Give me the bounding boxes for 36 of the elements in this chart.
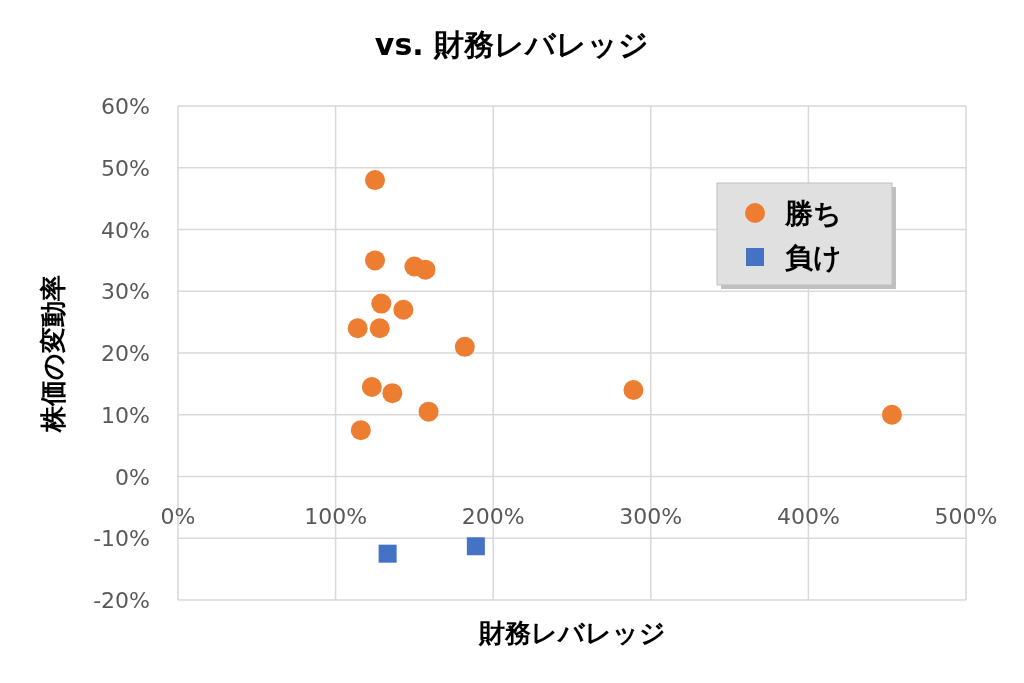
x-tick-label: 100% [304, 503, 368, 529]
point [466, 537, 485, 556]
legend-label: 勝ち [784, 197, 842, 230]
x-axis-title: 財務レバレッジ [477, 618, 666, 648]
point [350, 420, 371, 441]
x-tick-label: 300% [619, 503, 683, 529]
x-tick-label: 500% [934, 503, 998, 529]
y-tick-label: -20% [93, 588, 150, 613]
chart-title: vs. 財務レバレッジ [374, 27, 650, 62]
x-tick-label: 400% [776, 503, 840, 529]
y-tick-label: 60% [101, 94, 150, 119]
y-tick-label: -10% [93, 526, 150, 552]
point [454, 336, 475, 357]
y-tick-label: 0% [115, 464, 150, 490]
y-axis-title: 株価の変動率 [38, 274, 68, 433]
point [378, 544, 397, 563]
y-tick-label: 20% [101, 341, 150, 366]
x-tick-label: 200% [461, 503, 525, 529]
legend-label: 負け [785, 241, 842, 274]
point [365, 250, 385, 271]
y-tick-label: 30% [101, 279, 150, 305]
point [623, 380, 644, 401]
point [347, 318, 368, 339]
point [361, 376, 382, 397]
point [369, 318, 390, 339]
point [371, 293, 392, 314]
x-tick-label: 0% [160, 503, 196, 529]
point [881, 404, 902, 425]
y-tick-label: 40% [101, 217, 150, 243]
point [418, 401, 439, 422]
y-tick-label: 10% [101, 402, 150, 428]
point [382, 383, 403, 404]
point [415, 259, 436, 280]
point [393, 299, 414, 320]
y-tick-label: 50% [101, 155, 150, 181]
point [365, 170, 385, 191]
